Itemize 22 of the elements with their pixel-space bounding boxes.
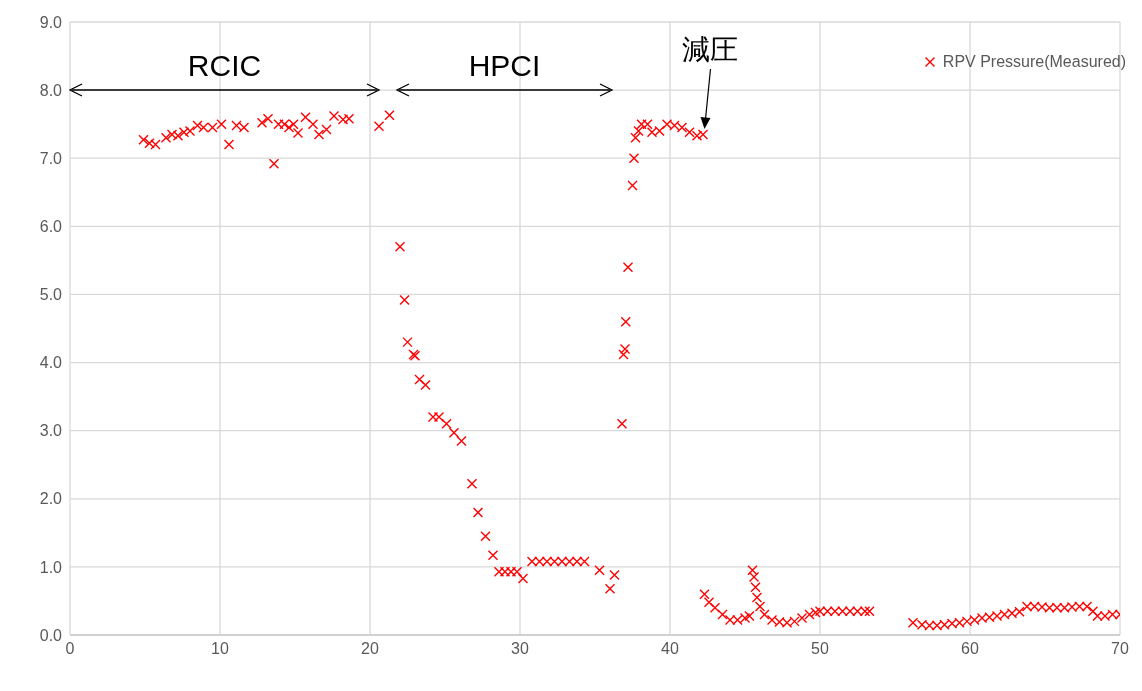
annotation: HPCI [468, 49, 541, 82]
y-tick-label: 2.0 [39, 490, 63, 508]
y-tick-label: 0.0 [39, 626, 63, 644]
y-tick-label: 5.0 [39, 286, 63, 304]
x-tick-label: 30 [511, 640, 529, 658]
y-tick-label: 4.0 [39, 354, 63, 372]
legend-label: RPV Pressure(Measured) [942, 53, 1126, 71]
x-tick-label: 0 [65, 640, 75, 658]
y-tick-label: 1.0 [39, 558, 63, 576]
y-tick-label: 7.0 [39, 149, 63, 167]
annotation: 減圧 [681, 33, 738, 65]
x-tick-label: 20 [361, 640, 379, 658]
annotation: RCIC [187, 49, 262, 82]
x-tick-label: 40 [661, 640, 679, 658]
x-tick-label: 10 [211, 640, 229, 658]
x-tick-label: 60 [961, 640, 979, 658]
y-tick-label: 6.0 [39, 218, 63, 236]
y-tick-label: 9.0 [39, 13, 63, 31]
x-tick-label: 70 [1111, 640, 1129, 658]
y-tick-label: 8.0 [39, 81, 63, 99]
x-tick-label: 50 [811, 640, 829, 658]
y-tick-label: 3.0 [39, 422, 63, 440]
